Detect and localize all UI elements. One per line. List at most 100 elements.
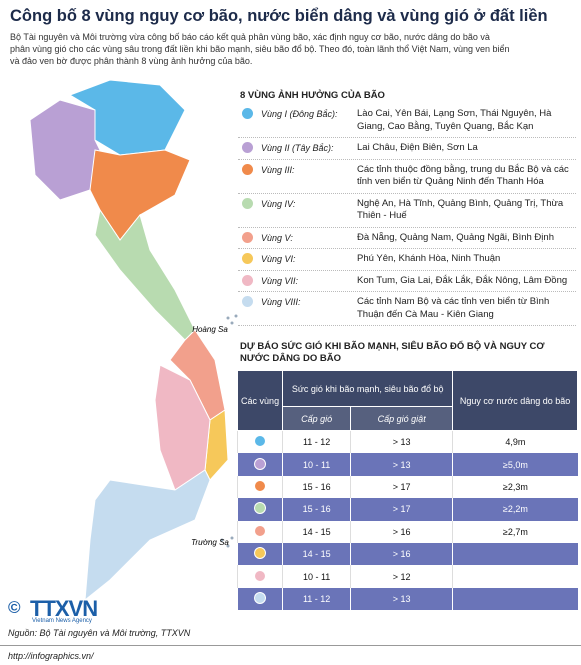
- region-dot: [254, 524, 267, 537]
- island: [226, 316, 230, 320]
- region-name: Vùng VI:: [261, 254, 296, 264]
- agency: Vietnam News Agency: [32, 618, 92, 624]
- region-provinces: Các tỉnh thuộc đồng bằng, trung du Bắc B…: [357, 163, 569, 188]
- region-cell: [236, 453, 283, 476]
- copyright: ©: [8, 598, 21, 617]
- regions-list: Vùng I (Đông Bắc): Lào Cai, Yên Bái, Lạng…: [238, 104, 576, 326]
- map-label: Trường Sa: [191, 538, 229, 547]
- gust-cell: > 13: [350, 453, 453, 476]
- island: [234, 314, 238, 318]
- header-cell: Các vùng: [236, 370, 284, 431]
- region-provinces: Đà Nẵng, Quảng Nam, Quảng Ngãi, Bình Địn…: [357, 231, 554, 243]
- surge-cell: 4,9m: [452, 430, 578, 454]
- region-dot: [242, 253, 253, 264]
- gust-cell: > 12: [350, 565, 453, 588]
- table-title: DỰ BÁO SỨC GIÓ KHI BÃO MẠNH, SIÊU BÃO ĐỔ…: [240, 341, 545, 364]
- gust-cell: > 17: [350, 498, 453, 521]
- region-row: Vùng VIII: Các tỉnh Nam Bộ và các tỉnh ve…: [238, 292, 576, 326]
- table-row: 10 - 11 > 12: [236, 565, 578, 588]
- region-dot: [242, 142, 253, 153]
- region-dot: [242, 296, 253, 307]
- island: [220, 538, 224, 542]
- region-provinces: Nghệ An, Hà Tĩnh, Quảng Bình, Quảng Trị,…: [357, 197, 564, 222]
- region-name: Vùng VII:: [261, 275, 299, 286]
- divider: [0, 645, 581, 646]
- region-shape: [89, 149, 191, 241]
- region-row: Vùng IV: Nghệ An, Hà Tĩnh, Quảng Bình, Qu…: [238, 194, 576, 228]
- surge-cell: ≥5,0m: [452, 453, 578, 476]
- region-provinces: Các tỉnh Nam Bộ và các tỉnh ven biển từ …: [357, 296, 550, 320]
- island: [230, 321, 234, 325]
- map-label: Hoàng Sa: [192, 325, 228, 334]
- gust-cell: > 16: [350, 520, 453, 543]
- header-cell: Sức gió khi bão mạnh, siêu bão đổ bộ: [282, 370, 454, 407]
- region-shape: [29, 99, 101, 201]
- region-dot: [242, 163, 253, 175]
- table-row: 10 - 11 > 13 ≥5,0m: [236, 453, 578, 476]
- regions-title: 8 VÙNG ẢNH HƯỞNG CỦA BÃO: [240, 90, 385, 101]
- region-provinces: Kon Tum, Gia Lai, Đắk Lắk, Đắk Nông, Lâm…: [357, 274, 568, 286]
- gust-cell: > 16: [350, 542, 453, 566]
- url: http://infographics.vn/: [8, 651, 94, 661]
- source: Nguồn: Bộ Tài nguyên và Môi trường, TTXV…: [8, 628, 191, 638]
- gust-cell: > 17: [350, 475, 453, 499]
- map: Hoàng Sa Trường Sa: [29, 80, 238, 602]
- wind-cell: 10 - 11: [282, 565, 351, 588]
- region-dot: [254, 569, 267, 582]
- region-row: Vùng I (Đông Bắc): Lào Cai, Yên Bái, Lạng…: [238, 104, 576, 138]
- region-row: Vùng III: Các tỉnh thuộc đồng bằng, trung…: [238, 160, 576, 194]
- forecast-table: Các vùng Sức gió khi bão mạnh, siêu bão …: [236, 370, 578, 611]
- region-row: Vùng VII: Kon Tum, Gia Lai, Đắk Lắk, Đắk …: [238, 271, 576, 292]
- region-cell: [236, 520, 283, 543]
- region-dot: [242, 197, 253, 209]
- region-dot: [242, 108, 253, 119]
- surge-cell: ≥2,2m: [452, 498, 578, 521]
- intro: Bộ Tài nguyên và Môi trường vừa công bố …: [10, 32, 510, 66]
- region-dot: [242, 231, 253, 243]
- region-row: Vùng V: Đà Nẵng, Quảng Nam, Quảng Ngãi, B…: [238, 228, 576, 249]
- island: [230, 536, 234, 540]
- surge-cell: [452, 565, 578, 588]
- wind-cell: 11 - 12: [282, 587, 351, 611]
- region-name: Vùng I (Đông Bắc):: [261, 109, 338, 119]
- logo: TTXVN: [30, 596, 98, 621]
- surge-cell: [452, 587, 578, 611]
- surge-cell: ≥2,7m: [452, 520, 578, 543]
- header-cell: Cấp gió: [282, 406, 352, 431]
- region-cell: [236, 587, 283, 611]
- region-cell: [236, 542, 283, 566]
- region-provinces: Lai Châu, Điện Biên, Sơn La: [357, 142, 478, 153]
- table-row: 11 - 12 > 13: [236, 587, 578, 611]
- region-dot: [254, 479, 267, 492]
- region-provinces: Phú Yên, Khánh Hòa, Ninh Thuận: [357, 253, 501, 264]
- table-row: 15 - 16 > 17 ≥2,2m: [236, 498, 578, 521]
- wind-cell: 14 - 15: [282, 542, 351, 566]
- region-shape: [94, 208, 196, 341]
- region-name: Vùng V:: [261, 232, 293, 243]
- header-cell: Nguy cơ nước dâng do bão: [452, 370, 578, 431]
- table-row: 14 - 15 > 16 ≥2,7m: [236, 520, 578, 543]
- region-provinces: Lào Cai, Yên Bái, Lạng Sơn, Thái Nguyên,…: [357, 108, 552, 132]
- region-name: Vùng III:: [261, 164, 295, 175]
- island: [226, 544, 230, 548]
- region-name: Vùng II (Tây Bắc):: [261, 143, 334, 153]
- table-row: 15 - 16 > 17 ≥2,3m: [236, 475, 578, 499]
- surge-cell: ≥2,3m: [452, 475, 578, 499]
- region-row: Vùng VI: Phú Yên, Khánh Hòa, Ninh Thuận: [238, 249, 576, 271]
- region-dot: [254, 502, 267, 515]
- region-name: Vùng VIII:: [261, 297, 301, 307]
- table-row: 14 - 15 > 16: [236, 542, 578, 566]
- title: Công bố 8 vùng nguy cơ bão, nước biển dâ…: [10, 7, 548, 25]
- wind-cell: 15 - 16: [282, 475, 351, 499]
- region-cell: [236, 475, 283, 499]
- wind-cell: 14 - 15: [282, 520, 351, 543]
- region-cell: [236, 430, 283, 454]
- table-row: 11 - 12 > 13 4,9m: [236, 430, 578, 454]
- header-cell: Cấp gió giật: [350, 406, 454, 431]
- wind-cell: 11 - 12: [282, 430, 351, 454]
- gust-cell: > 13: [350, 587, 453, 611]
- region-cell: [236, 565, 283, 588]
- region-dot: [254, 547, 267, 560]
- wind-cell: 10 - 11: [282, 453, 351, 476]
